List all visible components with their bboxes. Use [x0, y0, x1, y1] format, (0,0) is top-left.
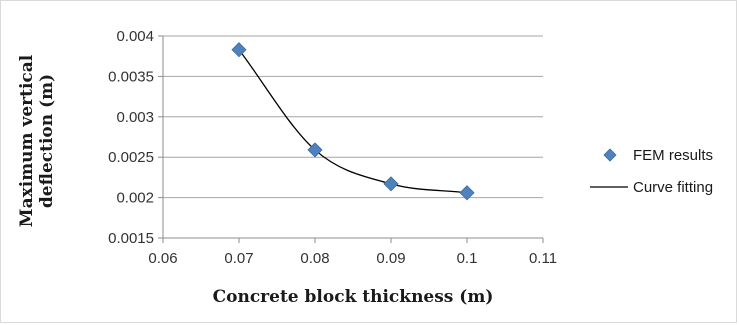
y-axis-title: Maximum vertical deflection (m): [17, 54, 57, 227]
curve-fitting-line: [238, 49, 468, 194]
y-tick-label: 0.0025: [108, 149, 154, 166]
fem-result-point: [383, 176, 399, 192]
y-tick-label: 0.003: [116, 109, 154, 126]
tick-labels: 0.0015 0.002 0.0025 0.003 0.0035 0.004 0.06 0.0…: [108, 28, 557, 267]
y-tick-label: 0.004: [116, 28, 154, 45]
x-tick-label: 0.08: [300, 250, 329, 267]
axes: [158, 35, 544, 243]
x-tick-label: 0.07: [224, 250, 253, 267]
y-tick-label: 0.0035: [108, 68, 154, 85]
x-tick-label: 0.06: [148, 250, 177, 267]
x-axis-title: Concrete block thickness (m): [213, 287, 494, 307]
fem-results-series: [231, 42, 475, 201]
gridlines: [163, 35, 543, 199]
legend-marker-fem-results: [603, 148, 617, 162]
y-axis-title-line-2: deflection (m): [37, 74, 57, 208]
y-axis-title-line-1: Maximum vertical: [17, 54, 37, 227]
x-tick-label: 0.1: [457, 250, 478, 267]
x-tick-label: 0.09: [376, 250, 405, 267]
x-tick-label: 0.11: [529, 250, 557, 267]
y-tick-label: 0.002: [116, 190, 154, 207]
fem-result-point: [459, 185, 475, 201]
fem-result-point: [231, 42, 247, 58]
legend: FEM results Curve fitting: [590, 147, 713, 196]
fem-result-point: [307, 142, 323, 158]
legend-label-fem-results: FEM results: [633, 147, 713, 164]
legend-label-curve-fitting: Curve fitting: [633, 179, 713, 196]
y-tick-label: 0.0015: [108, 230, 154, 247]
curve-fitting-series: [238, 49, 468, 194]
